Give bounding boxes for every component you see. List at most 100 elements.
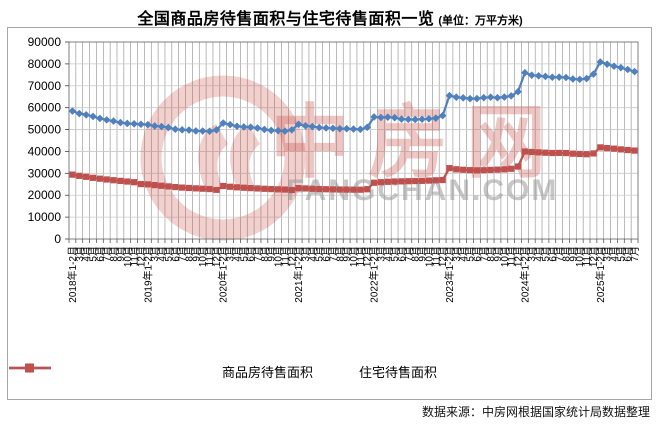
y-axis-labels: 0 10000 20000 30000 40000 50000 60000 70000 8000…: [28, 35, 62, 246]
legend-label-residential: 住宅待售面积: [359, 365, 438, 380]
x-tick-label: 10月: [499, 246, 511, 267]
series-0-line: [68, 58, 639, 136]
x-tick-label: 6月: [622, 246, 634, 262]
x-tick-label: 11月: [581, 246, 593, 266]
x-tick-label: 10月: [348, 246, 360, 267]
x-tick-label: 3月: [375, 246, 387, 262]
x-tick-label: 12月: [588, 246, 600, 267]
x-tick-label: 9月: [492, 246, 504, 262]
x-tick-label: 4月: [307, 246, 319, 262]
x-tick-label: 3月: [149, 246, 161, 262]
chart-frame: 中房网 FANGCHAN.COM 0 10000 20000 30000 40000 5000…: [7, 27, 652, 400]
y-tick-label: 50000: [28, 123, 62, 137]
x-tick-label: 9月: [190, 246, 202, 262]
axis-ticks: [65, 41, 639, 243]
x-tick-label: 10月: [273, 246, 285, 267]
x-tick-label: 3月: [451, 246, 463, 262]
x-tick-label: 9月: [341, 246, 353, 262]
chart-legend: 商品房待售面积 住宅待售面积: [8, 362, 651, 381]
x-tick-label: 2023年1-2月: [443, 246, 456, 303]
x-tick-label: 6月: [170, 246, 182, 262]
legend-marker-residential-icon: [9, 363, 51, 373]
series-1-line: [69, 144, 638, 194]
data-source-note: 数据来源：中房网根据国家统计局数据整理: [421, 405, 650, 419]
x-tick-label: 7月: [629, 246, 641, 262]
x-tick-label: 3月: [225, 246, 237, 262]
legend-item-residential: 住宅待售面积: [9, 362, 438, 381]
x-tick-label: 8月: [108, 246, 120, 262]
x-tick-label: 11月: [430, 246, 442, 266]
y-tick-label: 90000: [28, 35, 62, 49]
x-tick-label: 3月: [74, 246, 86, 262]
x-tick-label: 12月: [286, 246, 298, 267]
x-tick-label: 11月: [129, 246, 141, 266]
page-title: 全国商品房待售面积与住宅待售面积一览 (单位：万平方米): [0, 5, 660, 29]
x-tick-label: 6月: [321, 246, 333, 262]
x-tick-label: 7月: [101, 246, 113, 262]
x-tick-label: 8月: [183, 246, 195, 262]
y-tick-label: 10000: [28, 210, 62, 224]
x-tick-label: 9月: [266, 246, 278, 262]
x-tick-label: 5月: [87, 246, 99, 262]
legend-label-commercial: 商品房待售面积: [221, 365, 313, 380]
x-tick-label: 4月: [382, 246, 394, 262]
plot-border: [68, 41, 639, 240]
x-tick-label: 12月: [437, 246, 449, 267]
x-tick-label: 4月: [609, 246, 621, 262]
x-tick-label: 2018年1-2月: [66, 246, 79, 303]
x-tick-label: 2025年1-2月: [594, 246, 607, 303]
x-tick-label: 8月: [561, 246, 573, 262]
x-tick-label: 2020年1-2月: [217, 246, 230, 303]
y-tick-label: 60000: [28, 101, 62, 115]
watermark-logo-ring-icon: [140, 75, 306, 241]
legend-item-commercial: 商品房待售面积: [9, 362, 313, 381]
x-tick-label: 7月: [554, 246, 566, 262]
x-tick-label: 9月: [567, 246, 579, 262]
x-tick-label: 10月: [197, 246, 209, 267]
x-tick-label: 5月: [615, 246, 627, 262]
x-tick-label: 7月: [478, 246, 490, 262]
y-tick-label: 30000: [28, 166, 62, 180]
x-tick-label: 7月: [403, 246, 415, 262]
x-tick-label: 6月: [245, 246, 257, 262]
x-tick-label: 11月: [204, 246, 216, 266]
y-tick-label: 40000: [28, 144, 62, 158]
x-tick-label: 10月: [574, 246, 586, 267]
x-tick-label: 4月: [458, 246, 470, 262]
x-tick-label: 5月: [465, 246, 477, 262]
x-tick-label: 8月: [259, 246, 271, 262]
x-tick-label: 4月: [231, 246, 243, 262]
x-tick-label: 9月: [417, 246, 429, 262]
y-tick-label: 80000: [28, 57, 62, 71]
y-tick-label: 0: [54, 232, 61, 246]
x-tick-label: 6月: [547, 246, 559, 262]
x-tick-label: 5月: [540, 246, 552, 262]
x-tick-label: 2021年1-2月: [292, 246, 305, 303]
x-tick-label: 12月: [513, 246, 525, 267]
x-tick-label: 8月: [334, 246, 346, 262]
watermark-logo-glyph-icon: [198, 124, 228, 186]
x-tick-label: 11月: [506, 246, 518, 266]
x-tick-label: 6月: [471, 246, 483, 262]
x-tick-label: 2024年1-2月: [518, 246, 531, 303]
x-tick-label: 10月: [423, 246, 435, 267]
x-tick-label: 7月: [327, 246, 339, 262]
x-tick-label: 8月: [485, 246, 497, 262]
x-tick-label: 4月: [81, 246, 93, 262]
x-tick-label: 12月: [362, 246, 374, 267]
x-tick-label: 3月: [602, 246, 614, 262]
x-tick-label: 5月: [389, 246, 401, 262]
x-axis-labels: 2018年1-2月3月4月5月6月7月8月9月10月11月12月2019年1-2…: [66, 246, 641, 303]
x-tick-label: 2022年1-2月: [368, 246, 381, 303]
x-tick-label: 7月: [177, 246, 189, 262]
y-tick-label: 20000: [28, 188, 62, 202]
x-tick-label: 11月: [355, 246, 367, 266]
x-tick-label: 8月: [410, 246, 422, 262]
x-tick-label: 3月: [300, 246, 312, 262]
x-tick-label: 5月: [314, 246, 326, 262]
x-tick-label: 5月: [163, 246, 175, 262]
x-tick-label: 10月: [122, 246, 134, 267]
